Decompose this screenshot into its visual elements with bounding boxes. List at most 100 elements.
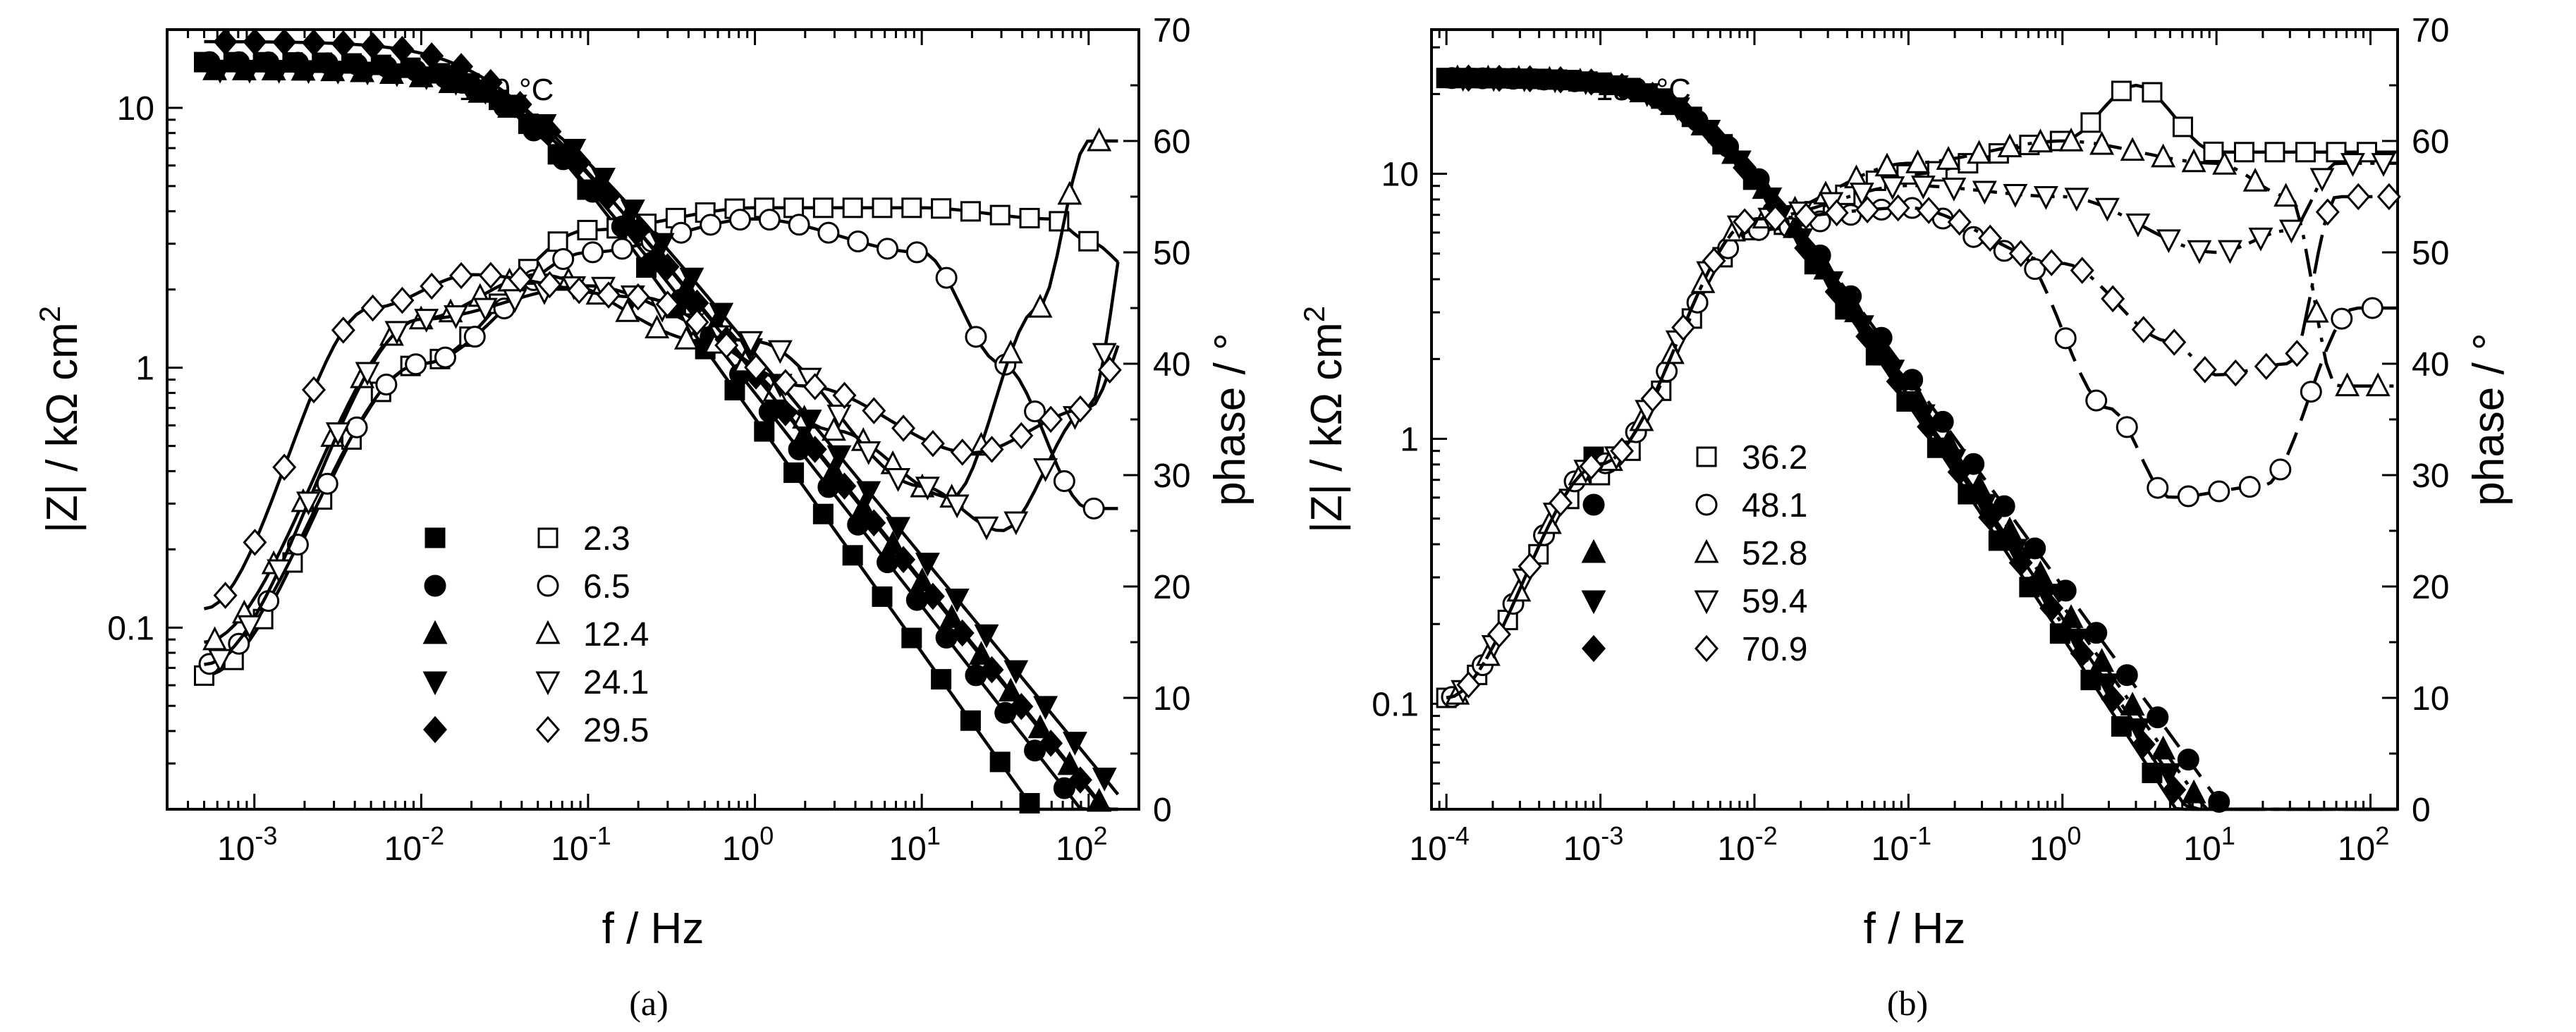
phase-point [360, 294, 385, 322]
series-70-9: 70.9 [1446, 64, 2401, 811]
modulus-point [449, 53, 474, 80]
x-tick-label: 101 [889, 821, 940, 868]
phase-point [826, 405, 852, 429]
modulus-point [1024, 739, 1046, 762]
modulus-point [2177, 749, 2199, 771]
y-right-tick-label: 40 [1153, 346, 1190, 383]
phase-point [1905, 149, 1930, 173]
legend-marker-phase [535, 715, 561, 744]
modulus-point [1702, 121, 1726, 149]
phase-point [2331, 307, 2353, 330]
phase-point [625, 283, 650, 311]
phase-point [478, 262, 503, 290]
phase-point [2094, 197, 2120, 222]
y-right-tick-label: 0 [2412, 792, 2431, 829]
y-right-tick-label: 0 [1153, 792, 1172, 829]
phase-point [1579, 453, 1604, 480]
x-tick-label: 10-4 [1409, 821, 1469, 868]
modulus-point [1057, 751, 1082, 775]
phase-point [2273, 183, 2299, 207]
phase-point [1702, 247, 1726, 275]
phase-point [960, 201, 981, 222]
legend-marker-modulus [425, 527, 446, 548]
phase-point [1549, 489, 1573, 517]
phase-point [944, 494, 970, 519]
y-right-tick-label: 30 [1153, 457, 1190, 495]
phase-point [2192, 356, 2217, 383]
phase-point [862, 397, 886, 424]
phase-point [325, 422, 350, 446]
phase-point [2371, 153, 2396, 177]
panel-a: 10-3 10-2 10-1 100 101 1020.11100102030405060… [33, 12, 1255, 1023]
phase-point [2264, 142, 2285, 163]
legend-marker-modulus [1581, 590, 1606, 615]
modulus-point [478, 68, 503, 97]
modulus-point [2120, 692, 2145, 716]
phase-point [355, 362, 380, 386]
phase-point [502, 289, 527, 314]
modulus-point [243, 28, 267, 56]
legend-marker-phase [535, 671, 561, 696]
phase-point [1019, 207, 1040, 228]
phase-point [2151, 143, 2176, 168]
x-axis-title: f / Hz [602, 904, 704, 953]
y-right-tick-label: 70 [2412, 12, 2449, 49]
phase-point [2162, 328, 2187, 356]
legend-marker-modulus [1581, 539, 1606, 563]
phase-point [2304, 298, 2329, 323]
modulus-point [1092, 767, 1117, 792]
phase-point [2033, 185, 2058, 210]
phase-point [2039, 249, 2064, 276]
modulus-point [620, 199, 645, 223]
modulus-point [826, 445, 852, 469]
phase-point [1849, 183, 1874, 207]
phase-point [1068, 395, 1092, 423]
phase-point [2177, 485, 2199, 508]
phase-point [2269, 458, 2292, 481]
phase-point [1794, 202, 1819, 230]
phase-point [2089, 130, 2115, 155]
modulus-point [1087, 787, 1112, 812]
legend-label: 12.4 [583, 616, 649, 653]
phase-point [2208, 480, 2230, 503]
modulus-point [1855, 322, 1880, 350]
phase-point [744, 353, 769, 381]
x-tick-label: 10-1 [551, 821, 611, 868]
modulus-point [2054, 579, 2077, 602]
modulus-point [1824, 278, 1849, 306]
modulus-point [1886, 367, 1910, 395]
legend-marker-modulus [422, 715, 448, 744]
modulus-point [1068, 766, 1092, 794]
legend-label: 48.1 [1742, 487, 1807, 524]
modulus-point [649, 233, 675, 257]
phase-point [2300, 381, 2322, 403]
phase-point [2242, 167, 2268, 192]
x-tick-label: 102 [1056, 821, 1107, 868]
y-left-axis-title: |Z| / kΩ cm2 [33, 306, 87, 533]
phase-fit-line [1446, 195, 2398, 700]
legend-label: 2.3 [583, 520, 630, 558]
phase-point [2054, 327, 2077, 350]
modulus-point [420, 42, 444, 70]
phase-point [2003, 183, 2028, 208]
y-left-tick-label: 1 [135, 350, 154, 388]
legend-label: 52.8 [1742, 535, 1807, 572]
modulus-point [384, 63, 410, 87]
x-tick-label: 100 [2029, 821, 2081, 868]
modulus-point [1640, 81, 1665, 109]
phase-point [207, 649, 233, 673]
phase-point [302, 376, 326, 404]
legend-label: 70.9 [1742, 631, 1807, 668]
modulus-point [842, 545, 863, 566]
phase-point [1092, 343, 1117, 367]
phase-point [891, 414, 916, 442]
phase-fit-line [204, 139, 1118, 644]
modulus-point [267, 60, 292, 84]
modulus-point [1671, 97, 1696, 125]
y-left-tick-label: 1 [1400, 421, 1419, 458]
phase-point [472, 297, 498, 322]
phase-point [2064, 188, 2089, 212]
phase-point [2120, 137, 2145, 161]
modulus-point [862, 509, 886, 536]
